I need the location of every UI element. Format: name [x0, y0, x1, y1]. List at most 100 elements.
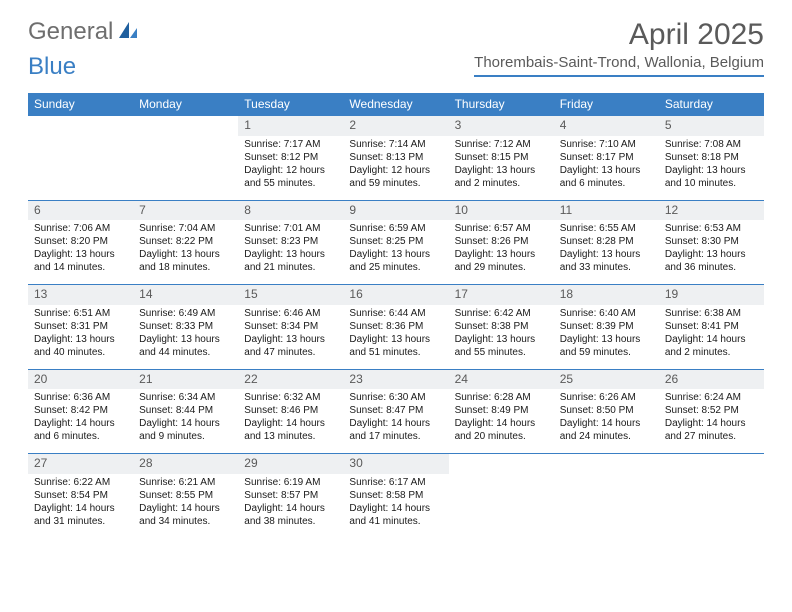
day-details-cell: Sunrise: 6:57 AMSunset: 8:26 PMDaylight:… [449, 220, 554, 285]
details-row: Sunrise: 6:22 AMSunset: 8:54 PMDaylight:… [28, 474, 764, 538]
sunset-text: Sunset: 8:31 PM [34, 320, 127, 333]
daylight-text: Daylight: 12 hours and 59 minutes. [349, 164, 442, 190]
daylight-text: Daylight: 13 hours and 29 minutes. [455, 248, 548, 274]
daylight-text: Daylight: 14 hours and 6 minutes. [34, 417, 127, 443]
sunset-text: Sunset: 8:47 PM [349, 404, 442, 417]
daynum-row: 20212223242526 [28, 369, 764, 389]
daylight-text: Daylight: 14 hours and 31 minutes. [34, 502, 127, 528]
day-number-cell: 25 [554, 369, 659, 389]
sunrise-text: Sunrise: 7:10 AM [560, 138, 653, 151]
logo-text-blue: Blue [28, 53, 76, 80]
weekday-header: Wednesday [343, 93, 448, 116]
sunset-text: Sunset: 8:44 PM [139, 404, 232, 417]
weekday-header-row: SundayMondayTuesdayWednesdayThursdayFrid… [28, 93, 764, 116]
day-number-cell: 24 [449, 369, 554, 389]
daylight-text: Daylight: 13 hours and 47 minutes. [244, 333, 337, 359]
day-details-cell: Sunrise: 7:04 AMSunset: 8:22 PMDaylight:… [133, 220, 238, 285]
daylight-text: Daylight: 13 hours and 21 minutes. [244, 248, 337, 274]
weekday-header: Monday [133, 93, 238, 116]
sunset-text: Sunset: 8:17 PM [560, 151, 653, 164]
sunset-text: Sunset: 8:50 PM [560, 404, 653, 417]
sunrise-text: Sunrise: 6:38 AM [665, 307, 758, 320]
details-row: Sunrise: 6:51 AMSunset: 8:31 PMDaylight:… [28, 305, 764, 370]
daynum-row: 12345 [28, 116, 764, 136]
day-details-cell: Sunrise: 6:38 AMSunset: 8:41 PMDaylight:… [659, 305, 764, 370]
sunrise-text: Sunrise: 6:59 AM [349, 222, 442, 235]
day-details-cell [659, 474, 764, 538]
day-details-cell [449, 474, 554, 538]
daylight-text: Daylight: 13 hours and 36 minutes. [665, 248, 758, 274]
page-title: April 2025 [474, 18, 764, 52]
daylight-text: Daylight: 13 hours and 40 minutes. [34, 333, 127, 359]
sunrise-text: Sunrise: 6:40 AM [560, 307, 653, 320]
sunset-text: Sunset: 8:52 PM [665, 404, 758, 417]
day-details-cell: Sunrise: 7:12 AMSunset: 8:15 PMDaylight:… [449, 136, 554, 201]
sunrise-text: Sunrise: 7:14 AM [349, 138, 442, 151]
day-number-cell: 8 [238, 200, 343, 220]
daylight-text: Daylight: 13 hours and 10 minutes. [665, 164, 758, 190]
sunrise-text: Sunrise: 6:21 AM [139, 476, 232, 489]
daylight-text: Daylight: 12 hours and 55 minutes. [244, 164, 337, 190]
daylight-text: Daylight: 13 hours and 14 minutes. [34, 248, 127, 274]
day-number-cell: 19 [659, 285, 764, 305]
daylight-text: Daylight: 14 hours and 27 minutes. [665, 417, 758, 443]
daylight-text: Daylight: 13 hours and 51 minutes. [349, 333, 442, 359]
sunset-text: Sunset: 8:12 PM [244, 151, 337, 164]
daylight-text: Daylight: 13 hours and 18 minutes. [139, 248, 232, 274]
day-details-cell: Sunrise: 6:22 AMSunset: 8:54 PMDaylight:… [28, 474, 133, 538]
sunrise-text: Sunrise: 7:01 AM [244, 222, 337, 235]
sunset-text: Sunset: 8:49 PM [455, 404, 548, 417]
daylight-text: Daylight: 14 hours and 9 minutes. [139, 417, 232, 443]
day-number-cell: 27 [28, 454, 133, 474]
day-number-cell: 21 [133, 369, 238, 389]
calendar-table: SundayMondayTuesdayWednesdayThursdayFrid… [28, 93, 764, 538]
sunrise-text: Sunrise: 6:24 AM [665, 391, 758, 404]
day-number-cell: 28 [133, 454, 238, 474]
day-details-cell: Sunrise: 7:10 AMSunset: 8:17 PMDaylight:… [554, 136, 659, 201]
daylight-text: Daylight: 14 hours and 34 minutes. [139, 502, 232, 528]
day-details-cell: Sunrise: 6:44 AMSunset: 8:36 PMDaylight:… [343, 305, 448, 370]
daylight-text: Daylight: 13 hours and 44 minutes. [139, 333, 232, 359]
details-row: Sunrise: 7:17 AMSunset: 8:12 PMDaylight:… [28, 136, 764, 201]
sunset-text: Sunset: 8:34 PM [244, 320, 337, 333]
day-number-cell: 20 [28, 369, 133, 389]
sunrise-text: Sunrise: 6:28 AM [455, 391, 548, 404]
daynum-row: 27282930 [28, 454, 764, 474]
day-number-cell: 18 [554, 285, 659, 305]
sunrise-text: Sunrise: 7:08 AM [665, 138, 758, 151]
daylight-text: Daylight: 14 hours and 41 minutes. [349, 502, 442, 528]
day-details-cell: Sunrise: 7:17 AMSunset: 8:12 PMDaylight:… [238, 136, 343, 201]
sunset-text: Sunset: 8:41 PM [665, 320, 758, 333]
sunset-text: Sunset: 8:26 PM [455, 235, 548, 248]
sunrise-text: Sunrise: 6:17 AM [349, 476, 442, 489]
day-number-cell: 16 [343, 285, 448, 305]
day-number-cell: 23 [343, 369, 448, 389]
day-details-cell: Sunrise: 7:08 AMSunset: 8:18 PMDaylight:… [659, 136, 764, 201]
day-details-cell: Sunrise: 7:14 AMSunset: 8:13 PMDaylight:… [343, 136, 448, 201]
sunrise-text: Sunrise: 6:30 AM [349, 391, 442, 404]
day-number-cell [449, 454, 554, 474]
daylight-text: Daylight: 14 hours and 2 minutes. [665, 333, 758, 359]
day-number-cell: 11 [554, 200, 659, 220]
weekday-header: Sunday [28, 93, 133, 116]
sunset-text: Sunset: 8:25 PM [349, 235, 442, 248]
day-details-cell: Sunrise: 7:01 AMSunset: 8:23 PMDaylight:… [238, 220, 343, 285]
day-number-cell: 30 [343, 454, 448, 474]
day-number-cell: 26 [659, 369, 764, 389]
day-number-cell: 12 [659, 200, 764, 220]
day-details-cell: Sunrise: 6:32 AMSunset: 8:46 PMDaylight:… [238, 389, 343, 454]
daylight-text: Daylight: 13 hours and 55 minutes. [455, 333, 548, 359]
day-number-cell: 22 [238, 369, 343, 389]
daylight-text: Daylight: 13 hours and 2 minutes. [455, 164, 548, 190]
daynum-row: 13141516171819 [28, 285, 764, 305]
sunset-text: Sunset: 8:38 PM [455, 320, 548, 333]
sunset-text: Sunset: 8:22 PM [139, 235, 232, 248]
sunset-text: Sunset: 8:20 PM [34, 235, 127, 248]
sunset-text: Sunset: 8:28 PM [560, 235, 653, 248]
day-details-cell: Sunrise: 6:36 AMSunset: 8:42 PMDaylight:… [28, 389, 133, 454]
day-details-cell: Sunrise: 6:34 AMSunset: 8:44 PMDaylight:… [133, 389, 238, 454]
weekday-header: Saturday [659, 93, 764, 116]
sunrise-text: Sunrise: 6:22 AM [34, 476, 127, 489]
day-details-cell: Sunrise: 6:53 AMSunset: 8:30 PMDaylight:… [659, 220, 764, 285]
sunrise-text: Sunrise: 7:04 AM [139, 222, 232, 235]
